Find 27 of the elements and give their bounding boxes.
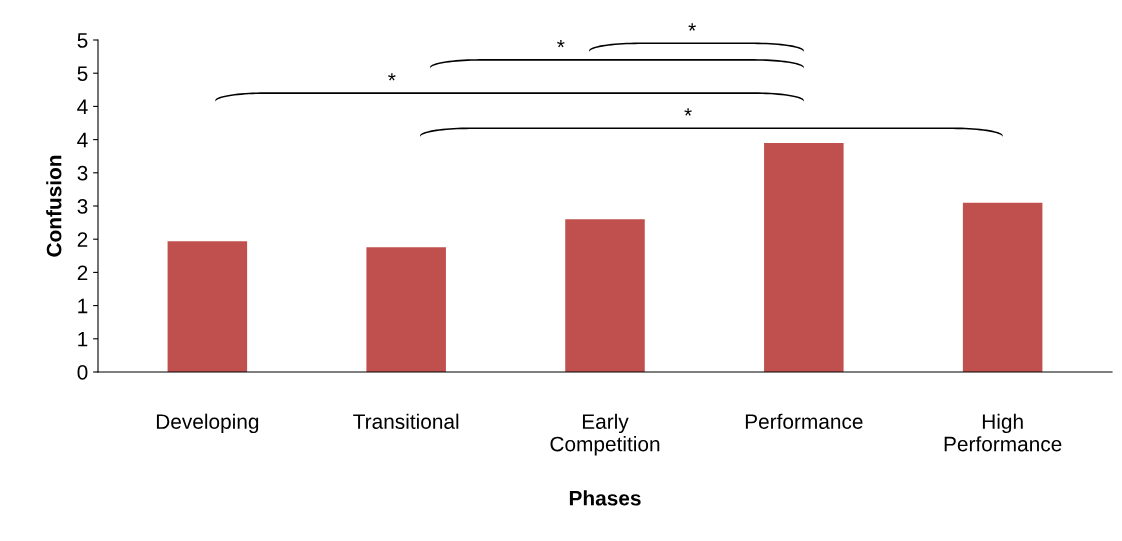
bar	[962, 202, 1043, 372]
x-tick-label: Performance	[745, 413, 863, 429]
x-tick-label: Developing	[156, 413, 259, 434]
y-tick-label: 1	[78, 298, 88, 314]
y-tick-label: 4	[77, 99, 88, 114]
annotation: *	[557, 39, 565, 48]
y-tick-label: 2	[77, 265, 88, 280]
y-tick-label: 3	[77, 199, 88, 214]
bar	[167, 241, 248, 372]
annotation: *	[684, 108, 692, 116]
y-tick-label: 0	[77, 365, 88, 380]
y-axis-title: Confusion	[46, 155, 62, 257]
bar	[366, 247, 446, 372]
x-axis-title: Phases	[569, 490, 641, 506]
y-tick-label: 2	[77, 232, 88, 247]
y-tick-label: 5	[77, 33, 88, 48]
y-tick-label: 5	[77, 66, 88, 81]
y-tick-label: 4	[77, 132, 88, 148]
x-tick-label: Early Competition	[550, 413, 660, 456]
text: *	[688, 23, 696, 31]
y-tick-label: 3	[77, 165, 88, 181]
x-tick-label: High Performance	[944, 413, 1062, 452]
x-tick-label: Transitional	[353, 413, 459, 429]
annotation: *	[388, 73, 396, 81]
bar	[565, 219, 645, 372]
bar	[764, 142, 844, 372]
y-tick-label: 1	[78, 332, 88, 347]
